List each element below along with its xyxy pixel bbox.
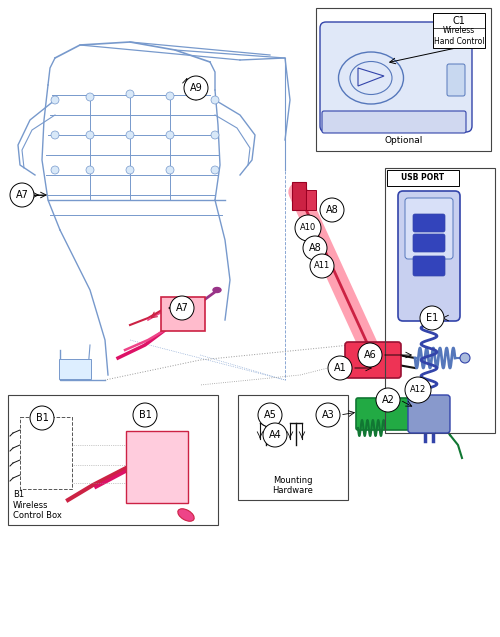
Circle shape [166,131,174,139]
Circle shape [320,198,344,222]
Text: C1: C1 [452,16,466,26]
Text: A9: A9 [190,83,202,93]
FancyBboxPatch shape [447,64,465,96]
Text: B1: B1 [36,413,49,423]
Text: USB PORT: USB PORT [402,173,444,182]
FancyBboxPatch shape [413,234,445,252]
FancyBboxPatch shape [408,395,450,433]
Circle shape [126,131,134,139]
Circle shape [170,296,194,320]
Circle shape [295,215,321,241]
FancyBboxPatch shape [345,342,401,378]
Bar [8,395,218,525]
Circle shape [133,403,157,427]
Text: Mounting
Hardware: Mounting Hardware [272,476,314,495]
Bar [292,182,306,210]
Text: A8: A8 [326,205,338,215]
Circle shape [211,96,219,104]
Circle shape [51,131,59,139]
Bar [385,168,495,433]
Text: A6: A6 [364,350,376,360]
Text: A4: A4 [268,430,281,440]
Text: A3: A3 [322,410,334,420]
Circle shape [51,166,59,174]
Circle shape [10,183,34,207]
Ellipse shape [178,509,194,521]
Circle shape [126,90,134,98]
FancyBboxPatch shape [161,297,205,331]
Bar [387,170,459,186]
Circle shape [211,131,219,139]
Circle shape [126,166,134,174]
Circle shape [166,166,174,174]
Text: A1: A1 [334,363,346,373]
Text: B1
Wireless
Control Box: B1 Wireless Control Box [13,490,62,520]
Circle shape [30,406,54,430]
Circle shape [328,356,352,380]
Circle shape [316,403,340,427]
Bar [20,417,72,489]
Bar [238,395,348,500]
Text: A12: A12 [410,385,426,394]
FancyBboxPatch shape [59,359,91,379]
Text: A10: A10 [300,224,316,233]
FancyBboxPatch shape [126,431,188,503]
Bar [433,13,485,48]
Bar [316,8,491,151]
Circle shape [303,236,327,260]
Circle shape [166,92,174,100]
Circle shape [460,353,470,363]
Circle shape [263,423,287,447]
FancyBboxPatch shape [398,191,460,321]
Bar [306,190,316,210]
Text: Wireless
Hand Control: Wireless Hand Control [434,26,484,46]
FancyBboxPatch shape [322,111,466,133]
Text: A7: A7 [176,303,188,313]
Ellipse shape [213,287,221,292]
Circle shape [258,403,282,427]
Circle shape [420,306,444,330]
Text: A11: A11 [314,262,330,271]
FancyBboxPatch shape [413,214,445,232]
FancyBboxPatch shape [405,198,453,259]
Circle shape [86,166,94,174]
FancyBboxPatch shape [413,256,445,276]
Text: A5: A5 [264,410,276,420]
Text: A2: A2 [382,395,394,405]
Circle shape [51,96,59,104]
Circle shape [310,254,334,278]
FancyBboxPatch shape [320,22,472,132]
Circle shape [211,166,219,174]
Circle shape [86,93,94,101]
Text: A7: A7 [16,190,28,200]
Circle shape [405,377,431,403]
Text: A8: A8 [308,243,322,253]
Text: Optional: Optional [384,136,422,145]
Circle shape [376,388,400,412]
Circle shape [184,76,208,100]
FancyBboxPatch shape [356,398,428,430]
Text: E1: E1 [426,313,438,323]
Circle shape [358,343,382,367]
Circle shape [86,131,94,139]
Text: B1: B1 [138,410,151,420]
